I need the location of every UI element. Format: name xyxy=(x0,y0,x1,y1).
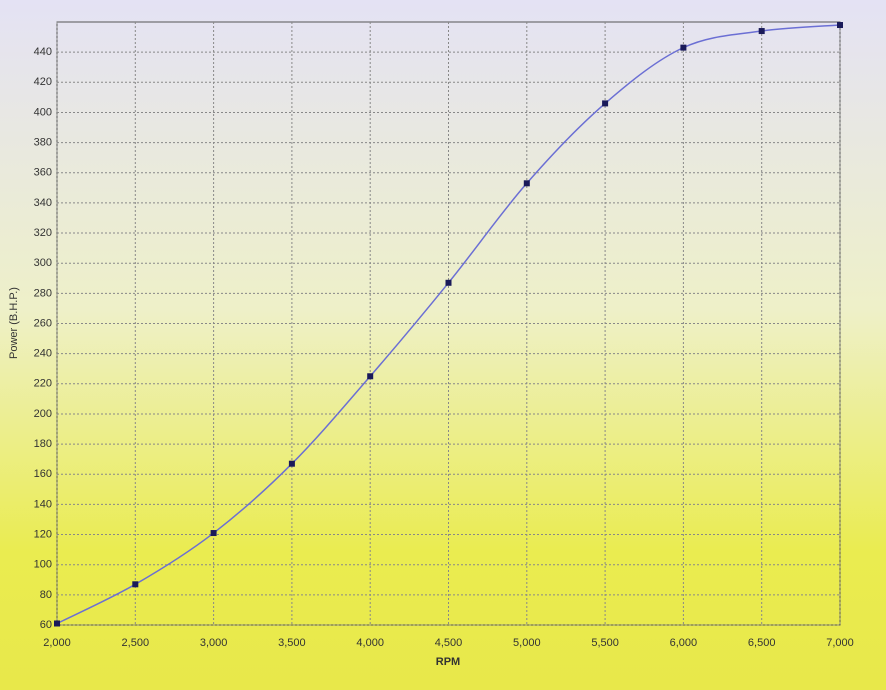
y-tick-label: 380 xyxy=(34,137,52,149)
y-tick-label: 60 xyxy=(40,619,52,631)
y-tick-label: 180 xyxy=(34,438,52,450)
data-point xyxy=(445,279,452,286)
y-tick-label: 200 xyxy=(34,408,52,420)
x-tick-label: 6,000 xyxy=(670,637,698,649)
y-tick-label: 280 xyxy=(34,287,52,299)
x-tick-label: 5,500 xyxy=(591,637,619,649)
data-point xyxy=(288,460,295,467)
y-tick-label: 360 xyxy=(34,167,52,179)
y-tick-label: 80 xyxy=(40,589,52,601)
x-tick-label: 2,000 xyxy=(43,637,71,649)
x-tick-label: 3,500 xyxy=(278,637,306,649)
x-tick-label: 3,000 xyxy=(200,637,228,649)
data-point xyxy=(132,581,139,588)
data-point xyxy=(54,620,60,627)
y-tick-label: 120 xyxy=(34,528,52,540)
data-point xyxy=(680,44,687,51)
data-point xyxy=(210,530,217,537)
y-tick-label: 340 xyxy=(34,197,52,209)
y-tick-label: 300 xyxy=(34,257,52,269)
x-tick-label: 4,000 xyxy=(356,637,384,649)
x-tick-label: 4,500 xyxy=(435,637,463,649)
y-tick-label: 240 xyxy=(34,348,52,360)
data-point xyxy=(758,28,765,35)
y-tick-label: 220 xyxy=(34,378,52,390)
x-tick-label: 5,000 xyxy=(513,637,541,649)
data-point xyxy=(602,100,609,107)
x-tick-label: 2,500 xyxy=(122,637,150,649)
y-tick-label: 260 xyxy=(34,317,52,329)
data-point xyxy=(367,373,374,380)
data-point xyxy=(837,22,843,29)
y-tick-label: 100 xyxy=(34,559,52,571)
data-point xyxy=(523,180,530,187)
y-tick-label: 400 xyxy=(34,106,52,118)
x-axis-label: RPM xyxy=(436,656,460,668)
y-tick-label: 420 xyxy=(34,76,52,88)
x-tick-label: 6,500 xyxy=(748,637,776,649)
y-tick-label: 440 xyxy=(34,46,52,58)
x-tick-label: 7,000 xyxy=(826,637,854,649)
y-tick-label: 160 xyxy=(34,468,52,480)
y-axis-label: Power (B.H.P.) xyxy=(8,287,20,359)
y-tick-label: 320 xyxy=(34,227,52,239)
y-tick-label: 140 xyxy=(34,498,52,510)
